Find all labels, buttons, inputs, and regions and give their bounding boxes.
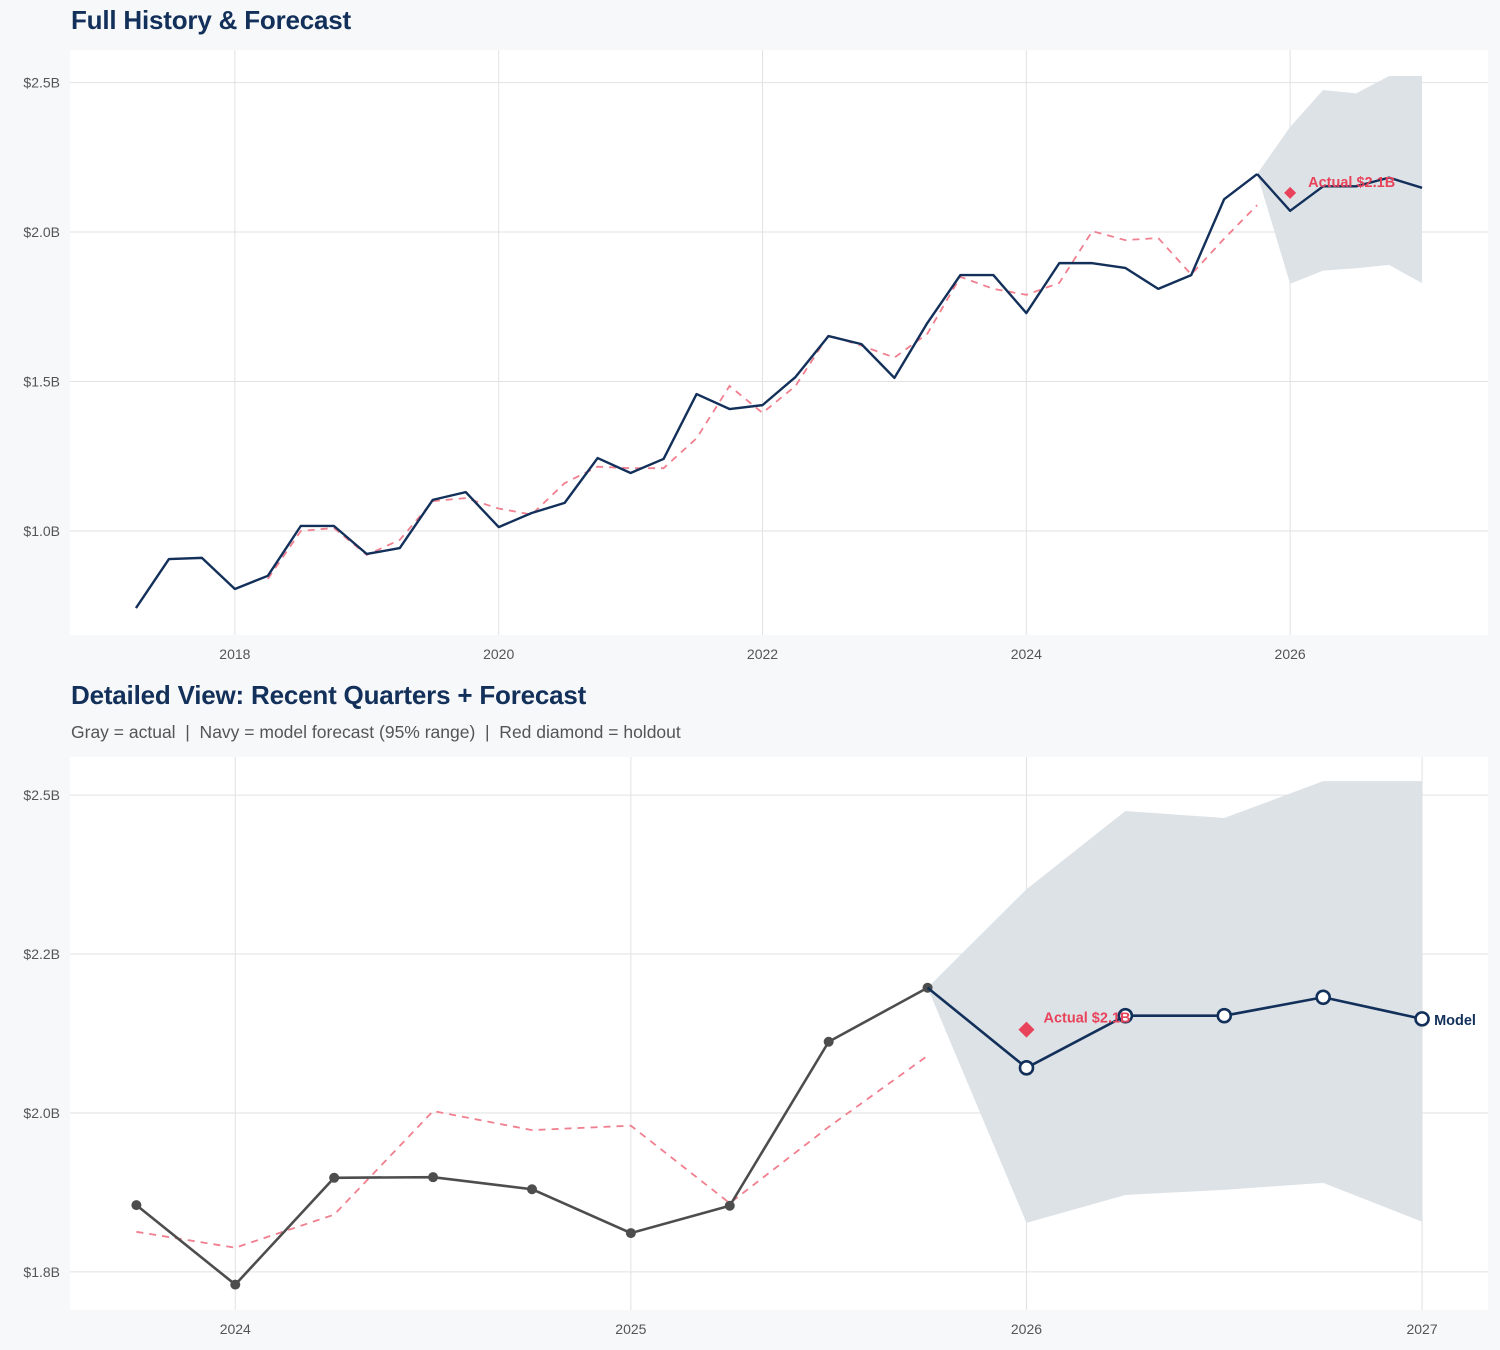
x-tick-label: 2027 [1406, 1321, 1437, 1337]
forecast-line [1256, 173, 1423, 213]
actual-point [526, 1184, 537, 1195]
fitted-line [136, 1055, 929, 1249]
holdout-label: Actual $2.1B [1308, 175, 1395, 191]
y-tick-label: $2.5B [23, 787, 60, 803]
y-tick-label: $2.0B [23, 224, 60, 240]
forecast-95-band [927, 781, 1423, 1223]
forecast-point [1414, 1011, 1430, 1027]
x-tick-label: 2026 [1275, 646, 1306, 662]
forecast-point [1018, 1060, 1035, 1076]
x-tick-label: 2024 [1011, 646, 1042, 662]
y-tick-label: $1.0B [23, 523, 60, 539]
actual-point [230, 1279, 241, 1290]
x-tick-label: 2022 [747, 646, 778, 662]
y-tick-label: $2.0B [23, 1105, 60, 1121]
model-end-label: Model [1434, 1013, 1476, 1029]
bottom-chart: 2024 2025 2026 2027 $1.8B $2.0B $2.2B $2.5B Mode… [23, 757, 1488, 1337]
x-tick-label: 2020 [483, 646, 514, 662]
actual-point [724, 1200, 735, 1211]
top-chart-title: Full History & Forecast [71, 5, 352, 35]
forecast-95-band [1257, 76, 1423, 284]
actual-line [134, 173, 1258, 609]
holdout-diamond [1284, 186, 1297, 199]
y-tick-label: $2.5B [23, 75, 60, 91]
actual-point [329, 1172, 340, 1183]
actual-point [131, 1200, 142, 1211]
y-tick-label: $1.8B [23, 1264, 60, 1280]
actual-point [625, 1228, 636, 1239]
bottom-chart-subtitle: Gray = actual | Navy = model forecast (9… [71, 722, 681, 742]
top-chart: 2018 2020 2022 2024 2026 $1.0B $1.5B $2.0B $2.5B… [23, 50, 1488, 662]
holdout-diamond [1018, 1021, 1035, 1038]
x-tick-label: 2018 [219, 646, 250, 662]
y-tick-label: $1.5B [23, 374, 60, 390]
x-tick-label: 2024 [220, 1321, 251, 1337]
forecast-point [1315, 989, 1331, 1006]
y-tick-label: $2.2B [23, 946, 60, 962]
plot-area [70, 50, 1488, 635]
x-tick-label: 2025 [615, 1321, 646, 1337]
actual-point [823, 1036, 834, 1047]
actual-point [428, 1172, 439, 1183]
forecast-point [1216, 1007, 1233, 1024]
x-tick-label: 2026 [1011, 1321, 1042, 1337]
bottom-chart-title: Detailed View: Recent Quarters + Forecas… [71, 680, 587, 710]
forecast-line [926, 986, 1423, 1070]
holdout-label: Actual $2.1B [1043, 1011, 1130, 1027]
forecast-point [1117, 1007, 1134, 1024]
